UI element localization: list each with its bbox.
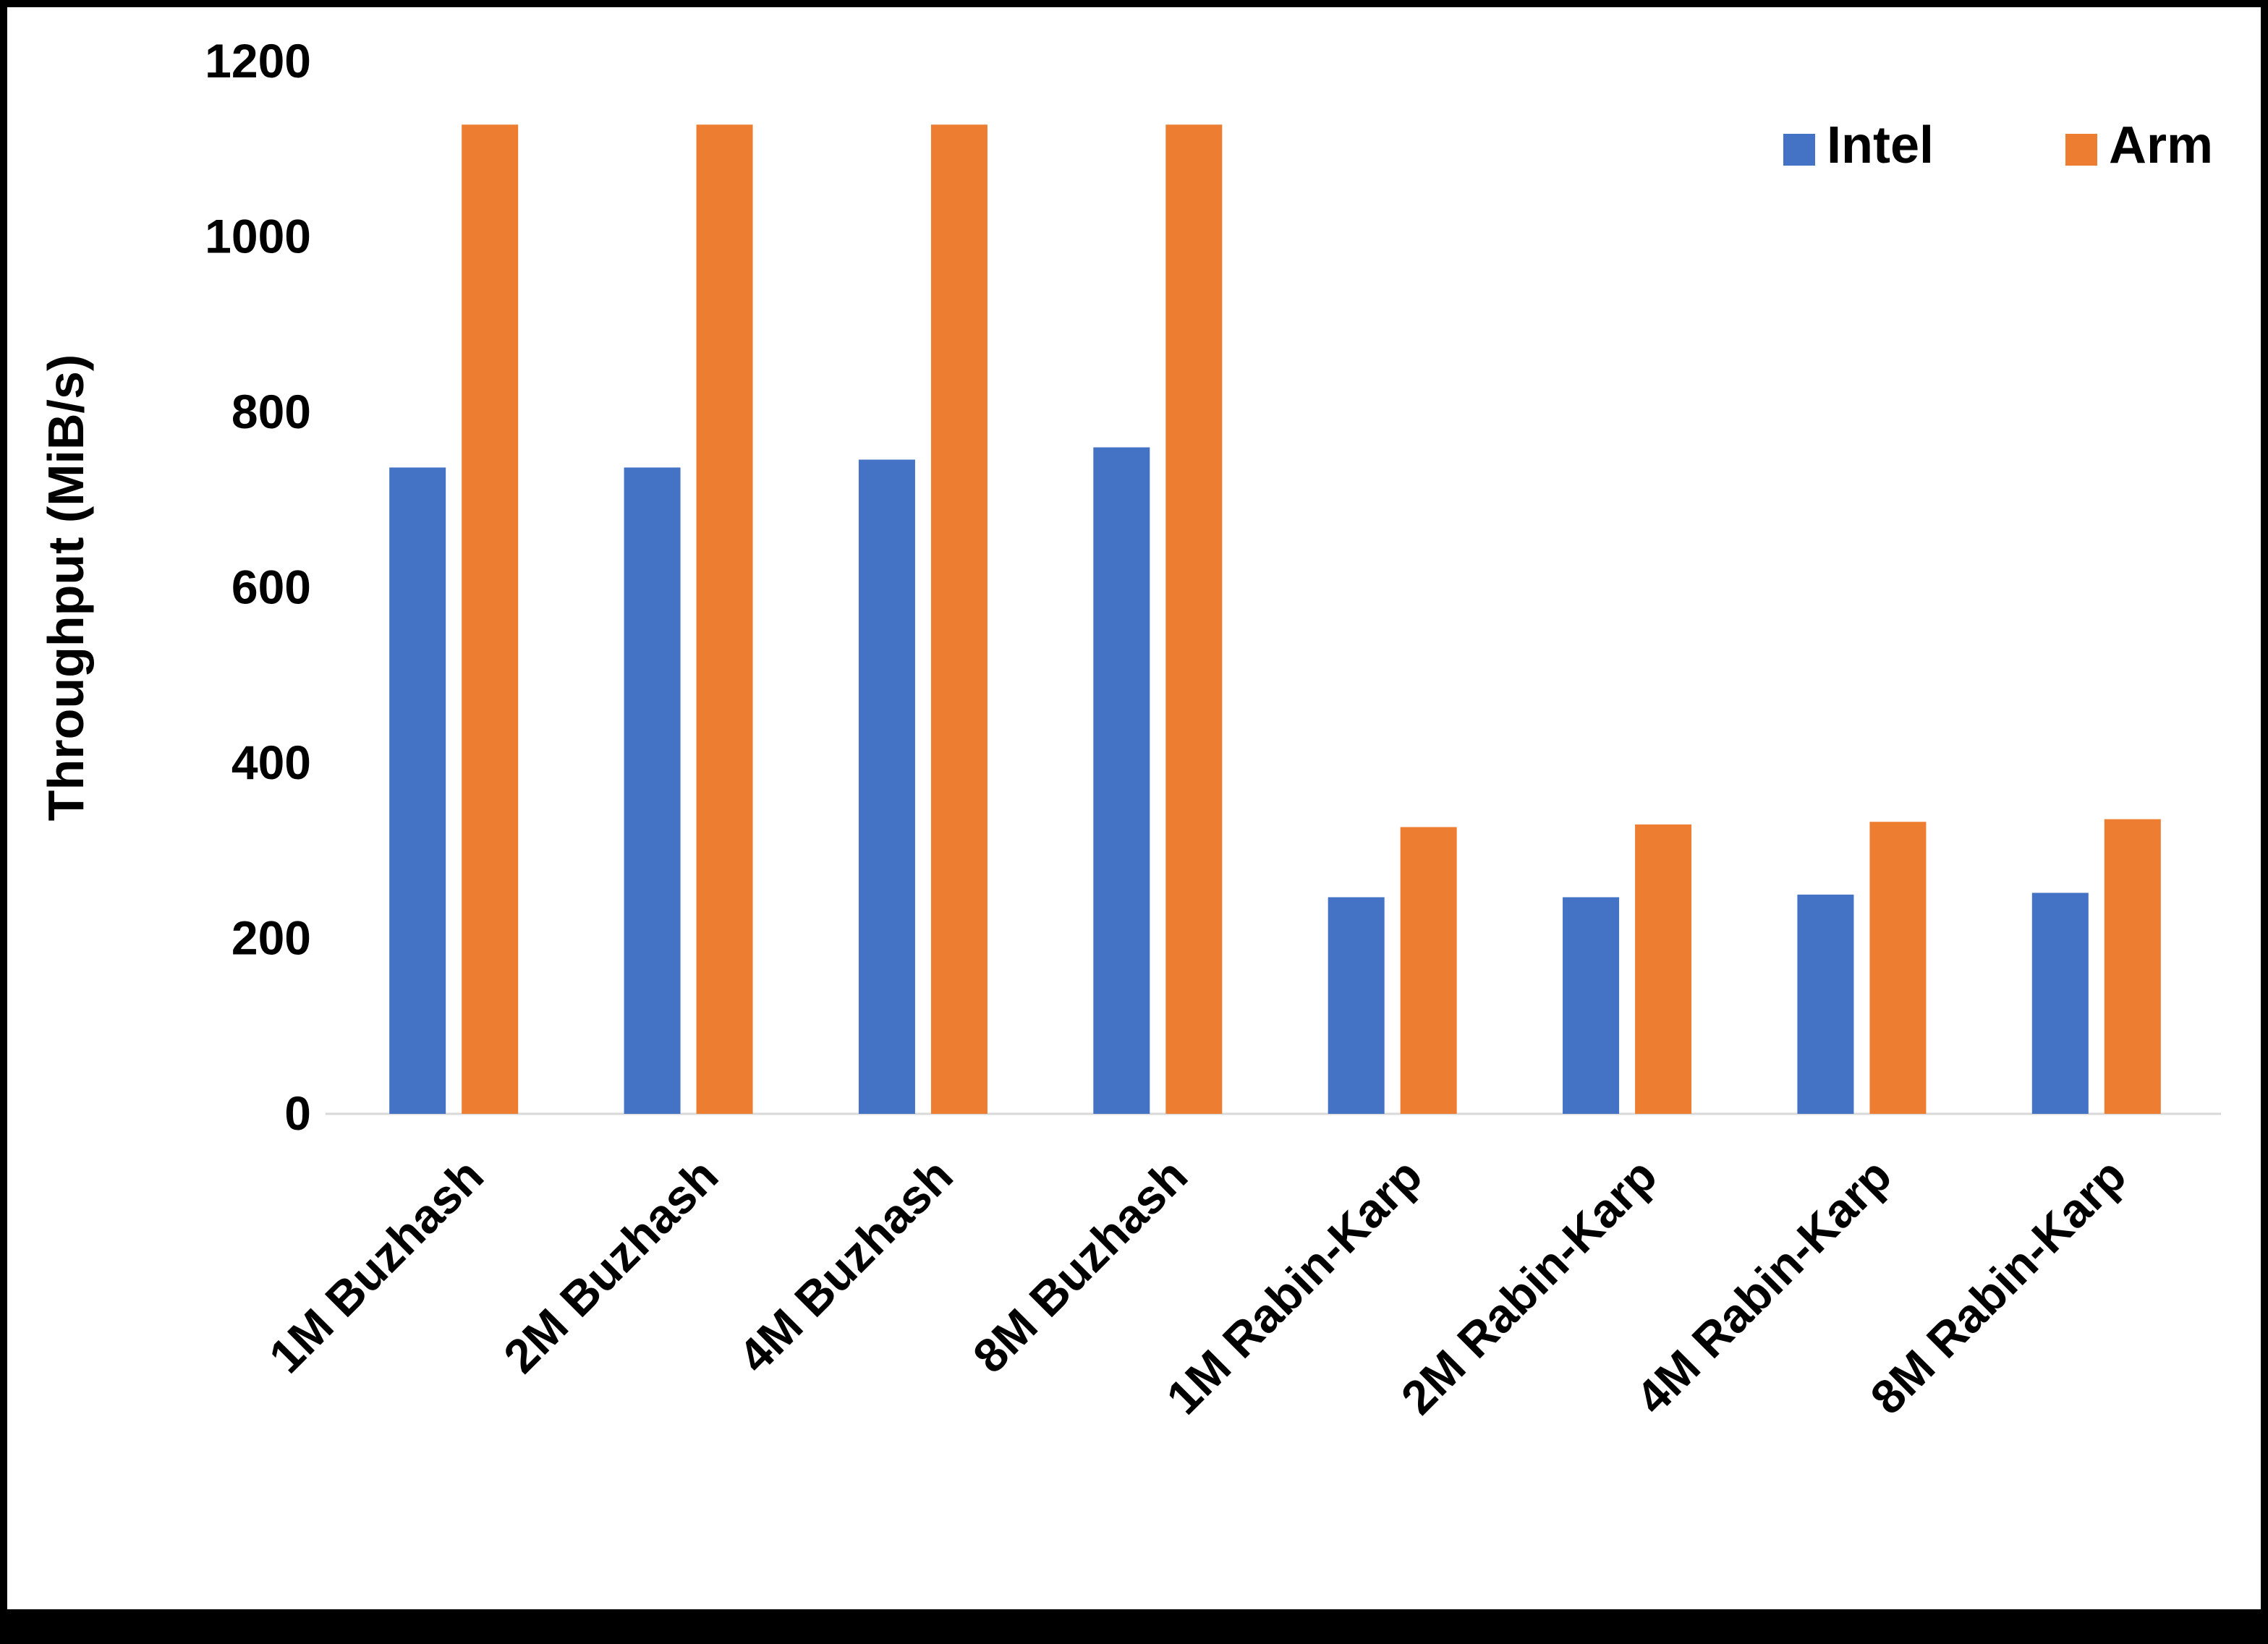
- bar-arm-0: [462, 124, 519, 1114]
- x-category-label: 8M Rabin-Karp: [1860, 1149, 2136, 1425]
- y-axis-title: Throughput (MiB/s): [38, 354, 94, 821]
- x-category-label: 1M Buzhash: [258, 1149, 493, 1384]
- bar-arm-6: [1869, 822, 1927, 1114]
- x-category-label: 8M Buzhash: [963, 1149, 1198, 1384]
- x-category-label: 1M Rabin-Karp: [1156, 1149, 1432, 1425]
- y-tick-label: 200: [232, 911, 311, 965]
- bar-intel-5: [1563, 897, 1620, 1114]
- y-tick-label: 400: [232, 736, 311, 789]
- legend-label-intel: Intel: [1827, 116, 1934, 174]
- bar-arm-7: [2104, 819, 2161, 1114]
- y-tick-label: 800: [232, 385, 311, 438]
- bar-arm-1: [696, 124, 753, 1114]
- y-tick-label: 1200: [205, 34, 311, 88]
- legend-swatch-arm: [2065, 134, 2097, 166]
- bar-intel-2: [858, 459, 915, 1114]
- chart-svg: 0 200 400 600 800 1000 1200 Throughput (MiB/s) 1…: [38, 34, 2221, 1425]
- bar-intel-3: [1093, 447, 1150, 1114]
- bar-arm-5: [1635, 824, 1692, 1114]
- legend-label-arm: Arm: [2109, 116, 2213, 174]
- bar-intel-0: [389, 467, 446, 1114]
- bar-arm-4: [1400, 827, 1457, 1114]
- x-category-label: 2M Buzhash: [493, 1149, 729, 1384]
- y-tick-label: 1000: [205, 210, 311, 263]
- bar-arm-2: [930, 124, 988, 1114]
- y-tick-label: 600: [232, 561, 311, 614]
- bar-intel-7: [2031, 893, 2089, 1114]
- x-category-label: 4M Buzhash: [728, 1149, 963, 1384]
- y-tick-label: 0: [284, 1086, 311, 1140]
- bar-intel-4: [1328, 897, 1385, 1114]
- x-category-label: 2M Rabin-Karp: [1390, 1149, 1667, 1425]
- bar-intel-1: [624, 467, 681, 1114]
- bar-arm-3: [1165, 124, 1223, 1114]
- bar-intel-6: [1797, 894, 1854, 1114]
- legend-swatch-intel: [1783, 134, 1815, 166]
- x-category-label: 4M Rabin-Karp: [1626, 1149, 1902, 1425]
